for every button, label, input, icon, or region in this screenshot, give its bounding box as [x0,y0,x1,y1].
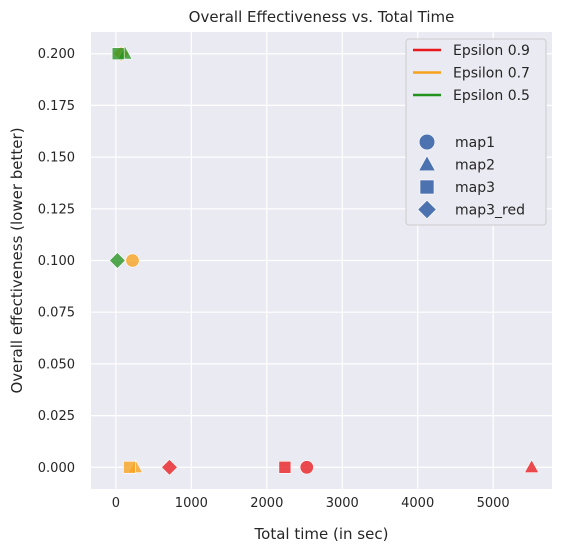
x-axis-title: Total time (in sec) [254,525,389,543]
data-point [109,252,126,269]
legend-box [405,38,547,226]
y-tick-label: 0.000 [38,461,75,476]
x-tick-label: 0 [112,496,120,511]
x-tick-label: 1000 [175,496,208,511]
legend-label: map3 [455,180,495,196]
y-tick-label: 0.100 [38,254,75,269]
x-tick-label: 4000 [401,496,434,511]
data-point [524,459,540,473]
y-tick-label: 0.125 [38,202,75,217]
y-tick-labels: 0.000 0.025 0.050 0.075 0.100 0.125 0.150 0.175… [38,47,75,476]
legend-label: map3_red [455,203,525,219]
y-tick-label: 0.050 [38,357,75,372]
data-point [123,460,136,474]
x-tick-label: 3000 [326,496,359,511]
legend-label: Epsilon 0.9 [453,43,530,59]
y-tick-label: 0.200 [38,47,75,62]
y-tick-label: 0.150 [38,151,75,166]
legend-label: Epsilon 0.7 [453,66,530,82]
legend-label: map1 [455,135,495,151]
y-tick-label: 0.025 [38,409,75,424]
legend-marker [418,155,436,172]
x-tick-label: 5000 [477,496,510,511]
legend: Epsilon 0.9 Epsilon 0.7 Epsilon 0.5 map1 map… [405,38,547,226]
x-tick-label: 2000 [250,496,283,511]
data-point [278,460,292,474]
x-tick-labels: 0 1000 2000 3000 4000 5000 [112,496,510,511]
y-axis-title: Overall effectiveness (lower better) [8,127,26,393]
data-point [299,460,314,475]
legend-marker [417,199,437,220]
y-tick-label: 0.175 [38,99,75,114]
data-point [125,253,140,268]
legend-marker [418,133,436,151]
legend-marker [419,179,435,195]
legend-label: Epsilon 0.5 [453,88,530,104]
grid-lines [91,32,552,489]
data-point [111,47,125,61]
data-points [109,45,540,476]
y-tick-label: 0.075 [38,306,75,321]
chart-title: Overall Effectiveness vs. Total Time [189,8,455,26]
data-point [161,458,178,476]
legend-label: map2 [455,158,495,174]
